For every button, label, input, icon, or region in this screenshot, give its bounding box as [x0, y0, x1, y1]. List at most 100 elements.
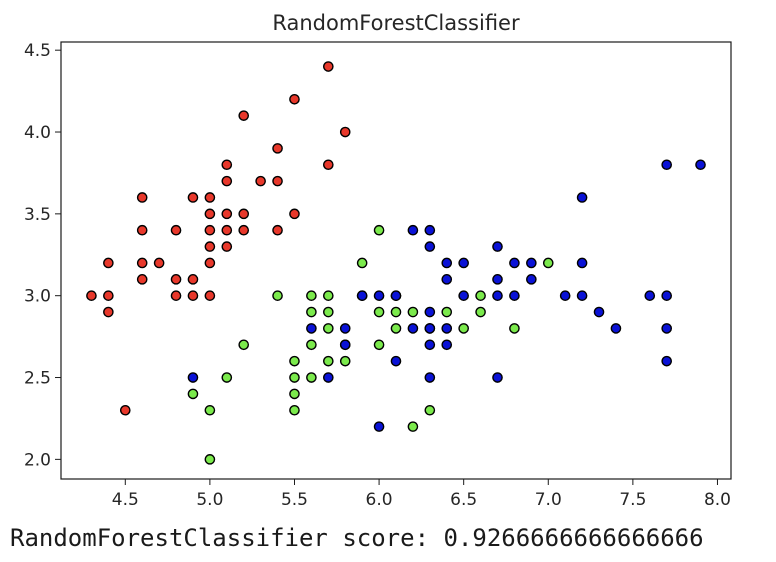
y-tick-label: 2.0 — [24, 450, 51, 470]
x-tick-label: 5.0 — [196, 490, 223, 510]
data-point-series-1 — [204, 290, 216, 301]
data-point-series-2 — [390, 323, 402, 334]
y-tick-label: 2.5 — [24, 369, 51, 389]
data-point-series-3 — [576, 290, 588, 301]
data-point-series-2 — [339, 355, 351, 367]
data-point-series-2 — [323, 323, 334, 334]
data-point-series-2 — [306, 306, 317, 318]
data-point-series-3 — [661, 355, 673, 367]
data-point-series-3 — [593, 306, 605, 318]
data-point-series-3 — [441, 323, 453, 334]
data-point-series-2 — [373, 224, 385, 236]
data-point-series-1 — [136, 257, 148, 269]
data-point-series-3 — [576, 257, 588, 269]
data-point-series-1 — [204, 257, 216, 269]
data-point-series-3 — [458, 257, 469, 269]
data-point-series-1 — [289, 208, 300, 220]
data-point-series-1 — [103, 306, 114, 318]
data-point-series-3 — [424, 339, 436, 351]
x-tick-label: 8.0 — [704, 490, 731, 510]
data-point-series-3 — [509, 257, 520, 269]
data-point-series-3 — [610, 323, 622, 334]
y-tick-label: 3.5 — [24, 205, 51, 225]
data-point-series-1 — [204, 192, 216, 203]
data-point-series-3 — [424, 323, 436, 334]
data-point-series-1 — [204, 224, 216, 236]
data-point-series-2 — [221, 372, 233, 383]
data-point-series-3 — [339, 323, 351, 334]
data-point-series-3 — [644, 290, 656, 301]
data-point-series-1 — [272, 143, 283, 154]
data-point-series-2 — [323, 355, 334, 367]
data-point-series-3 — [356, 290, 368, 301]
data-point-series-1 — [187, 192, 199, 203]
data-point-series-1 — [255, 175, 266, 187]
data-point-series-3 — [492, 372, 503, 383]
data-point-series-1 — [136, 224, 148, 236]
data-point-series-1 — [238, 224, 250, 236]
data-point-series-1 — [119, 404, 131, 416]
chart-title: RandomForestClassifier — [272, 11, 520, 35]
data-point-series-3 — [661, 323, 673, 334]
data-point-series-1 — [187, 274, 199, 285]
data-point-series-2 — [509, 323, 520, 334]
data-point-series-1 — [187, 290, 199, 301]
data-point-series-3 — [373, 290, 385, 301]
data-point-series-2 — [542, 257, 554, 269]
data-point-series-3 — [390, 290, 402, 301]
data-point-series-1 — [136, 192, 148, 203]
x-tick-label: 6.0 — [366, 490, 393, 510]
data-point-series-2 — [390, 306, 402, 318]
data-point-series-1 — [221, 175, 233, 187]
data-point-series-1 — [136, 274, 148, 285]
x-tick-label: 4.5 — [112, 490, 139, 510]
y-tick-label: 4.0 — [24, 123, 51, 143]
data-point-series-3 — [407, 323, 419, 334]
data-point-series-3 — [424, 241, 436, 252]
data-point-series-1 — [238, 208, 250, 220]
data-point-series-1 — [204, 208, 216, 220]
data-point-series-3 — [576, 192, 588, 203]
data-point-series-2 — [475, 306, 486, 318]
data-point-series-2 — [289, 355, 300, 367]
data-point-series-1 — [238, 110, 250, 121]
scatter-chart: RandomForestClassifier 4.5 5.0 5.5 6.0 6.5 7.… — [24, 11, 732, 510]
data-point-series-2 — [187, 388, 199, 400]
data-point-series-2 — [458, 323, 469, 334]
data-point-series-2 — [306, 290, 317, 301]
data-point-series-3 — [526, 274, 537, 285]
data-point-series-3 — [492, 274, 503, 285]
data-point-series-3 — [492, 241, 503, 252]
data-point-series-2 — [407, 306, 419, 318]
data-point-series-2 — [323, 290, 334, 301]
data-point-series-2 — [289, 404, 300, 416]
data-point-series-2 — [204, 404, 216, 416]
data-point-series-2 — [272, 290, 283, 301]
data-point-series-2 — [204, 454, 216, 465]
data-point-series-3 — [424, 224, 436, 236]
data-point-series-2 — [306, 339, 317, 351]
data-point-series-2 — [475, 290, 486, 301]
data-points — [86, 61, 706, 465]
data-point-series-2 — [238, 339, 250, 351]
data-point-series-2 — [306, 372, 317, 383]
data-point-series-3 — [407, 224, 419, 236]
data-point-series-1 — [339, 126, 351, 138]
data-point-series-3 — [559, 290, 571, 301]
data-point-series-1 — [323, 159, 334, 171]
data-point-series-1 — [170, 274, 182, 285]
data-point-series-3 — [661, 159, 673, 171]
data-point-series-3 — [441, 339, 453, 351]
y-tick-label: 3.0 — [24, 287, 51, 307]
data-point-series-1 — [103, 290, 114, 301]
data-point-series-2 — [323, 306, 334, 318]
data-point-series-3 — [526, 257, 537, 269]
x-tick-label: 5.5 — [281, 490, 308, 510]
data-point-series-1 — [170, 224, 182, 236]
data-point-series-3 — [424, 306, 436, 318]
data-point-series-1 — [221, 241, 233, 252]
x-axis: 4.5 5.0 5.5 6.0 6.5 7.0 7.5 8.0 — [112, 479, 731, 510]
plot-area-frame — [60, 41, 732, 480]
data-point-series-2 — [373, 339, 385, 351]
data-point-series-3 — [424, 372, 436, 383]
